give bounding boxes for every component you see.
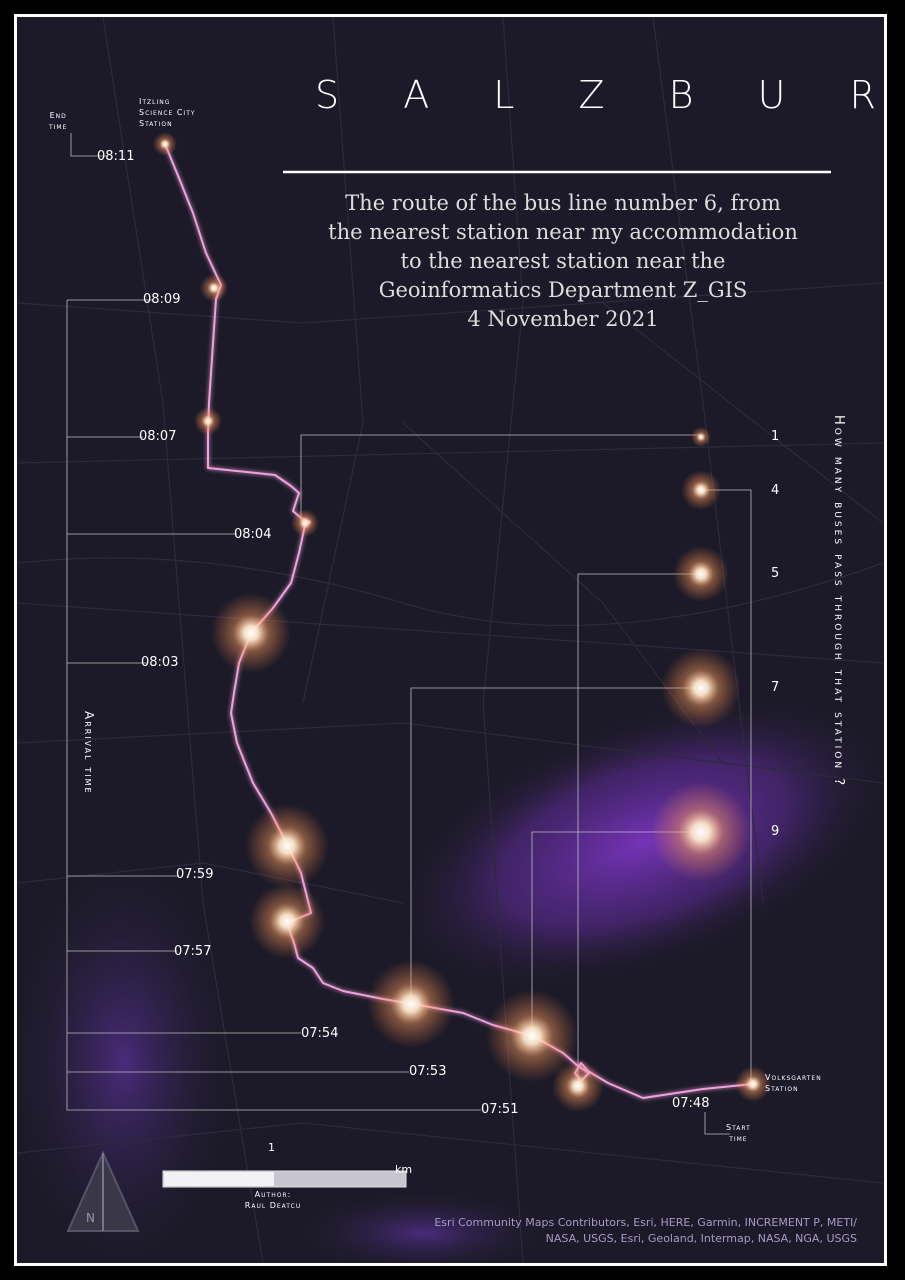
leader-lines: [66, 133, 752, 1135]
end-station-label: Itzling Science City Station: [139, 96, 196, 129]
start-station-line-2: Station: [765, 1084, 799, 1093]
arrival-time-axis: [66, 300, 481, 1111]
arrival-time-0807: 08:07: [139, 429, 177, 444]
station-glow-0803: [211, 593, 291, 673]
author-block: Author: Raul Deatcu: [233, 1189, 313, 1211]
north-letter: N: [86, 1211, 95, 1225]
arrival-time-0751: 07:51: [481, 1102, 519, 1117]
hill-relief-bottom: [303, 1193, 543, 1263]
legend-glow-5: [673, 546, 729, 602]
start-time-line-2: time: [729, 1134, 748, 1143]
map-subtitle-line-3: to the nearest station near the: [400, 249, 726, 273]
credits-line-2: NASA, USGS, Esri, Geoland, Intermap, NAS…: [545, 1232, 857, 1245]
scale-bar-value: 1: [268, 1141, 275, 1154]
bus-count-5: 5: [771, 566, 780, 581]
legend-glow-4: [681, 470, 721, 510]
legend-glow-9: [651, 782, 751, 882]
bus-count-7: 7: [771, 680, 780, 695]
start-station-label: Volksgarten Station: [765, 1072, 822, 1094]
end-time-line-1: End: [49, 111, 67, 120]
end-station-line-1: Itzling: [139, 97, 171, 106]
right-axis-title: How many buses pass through that station…: [831, 415, 846, 789]
station-glow-0757: [249, 883, 325, 959]
left-axis-title: Arrival time: [82, 711, 96, 795]
map-subtitle-line-4: Geoinformatics Department Z_GIS: [378, 278, 748, 302]
arrival-time-0748: 07:48: [672, 1096, 710, 1111]
start-station-line-1: Volksgarten: [765, 1073, 822, 1082]
start-time-line-1: Start: [726, 1123, 751, 1132]
bus-count-9: 9: [771, 824, 780, 839]
legend-glow-7: [661, 648, 741, 728]
map-title: S A L Z B U R G: [315, 73, 884, 117]
end-time-leader: [70, 133, 108, 157]
end-station-line-3: Station: [139, 119, 173, 128]
arrival-time-0757: 07:57: [174, 944, 212, 959]
map-credits: Esri Community Maps Contributors, Esri, …: [434, 1215, 857, 1247]
north-arrow-icon: [66, 1150, 140, 1232]
hill-relief-left: [17, 863, 233, 1263]
bus-leader-9: [531, 831, 701, 1036]
station-glow-0804: [291, 509, 319, 537]
map-subtitle-line-1: The route of the bus line number 6, from: [345, 191, 781, 215]
credits-line-1: Esri Community Maps Contributors, Esri, …: [434, 1216, 857, 1229]
station-glow-itzling: [153, 132, 177, 156]
end-time-label: End time: [49, 110, 67, 132]
map-frame: N S A L Z B U R G The route of the bus l…: [14, 14, 887, 1266]
arrival-time-0811: 08:11: [97, 149, 135, 164]
station-glow-0807: [194, 407, 222, 435]
street-network: [17, 17, 884, 1263]
scale-bar-unit: km: [395, 1163, 413, 1176]
arrival-time-0809: 08:09: [143, 292, 181, 307]
station-glow-0809: [200, 274, 228, 302]
station-glow-0754: [367, 960, 455, 1048]
mountain-relief: [404, 701, 882, 985]
start-time-leader: [704, 1112, 730, 1135]
arrival-time-0803: 08:03: [141, 655, 179, 670]
scale-bar-segment: [164, 1172, 274, 1186]
author-name: Raul Deatcu: [244, 1201, 302, 1210]
station-glow-0753: [486, 990, 578, 1082]
author-label: Author:: [254, 1190, 292, 1199]
arrival-time-0804: 08:04: [234, 527, 272, 542]
bus-count-4: 4: [771, 483, 780, 498]
station-glow-0759: [245, 804, 329, 888]
arrival-time-0754: 07:54: [301, 1026, 339, 1041]
end-time-line-2: time: [49, 122, 68, 131]
legend-glow-1: [691, 427, 711, 447]
map-subtitle-line-5: 4 November 2021: [467, 307, 659, 331]
station-glow-0751: [552, 1060, 604, 1112]
bus-leader-5: [577, 573, 701, 1086]
map-subtitle-line-2: the nearest station near my accommodatio…: [328, 220, 798, 244]
arrival-time-0759: 07:59: [176, 867, 214, 882]
bus-count-1: 1: [771, 429, 780, 444]
map-canvas: N: [17, 17, 884, 1263]
start-time-label: Start time: [726, 1122, 751, 1144]
station-glows: [153, 132, 771, 1112]
end-station-line-2: Science City: [139, 108, 196, 117]
bus-leader-7: [410, 687, 701, 1005]
station-glow-volksgarten: [735, 1066, 771, 1102]
arrival-time-0753: 07:53: [409, 1064, 447, 1079]
bus-leader-1: [300, 434, 700, 521]
